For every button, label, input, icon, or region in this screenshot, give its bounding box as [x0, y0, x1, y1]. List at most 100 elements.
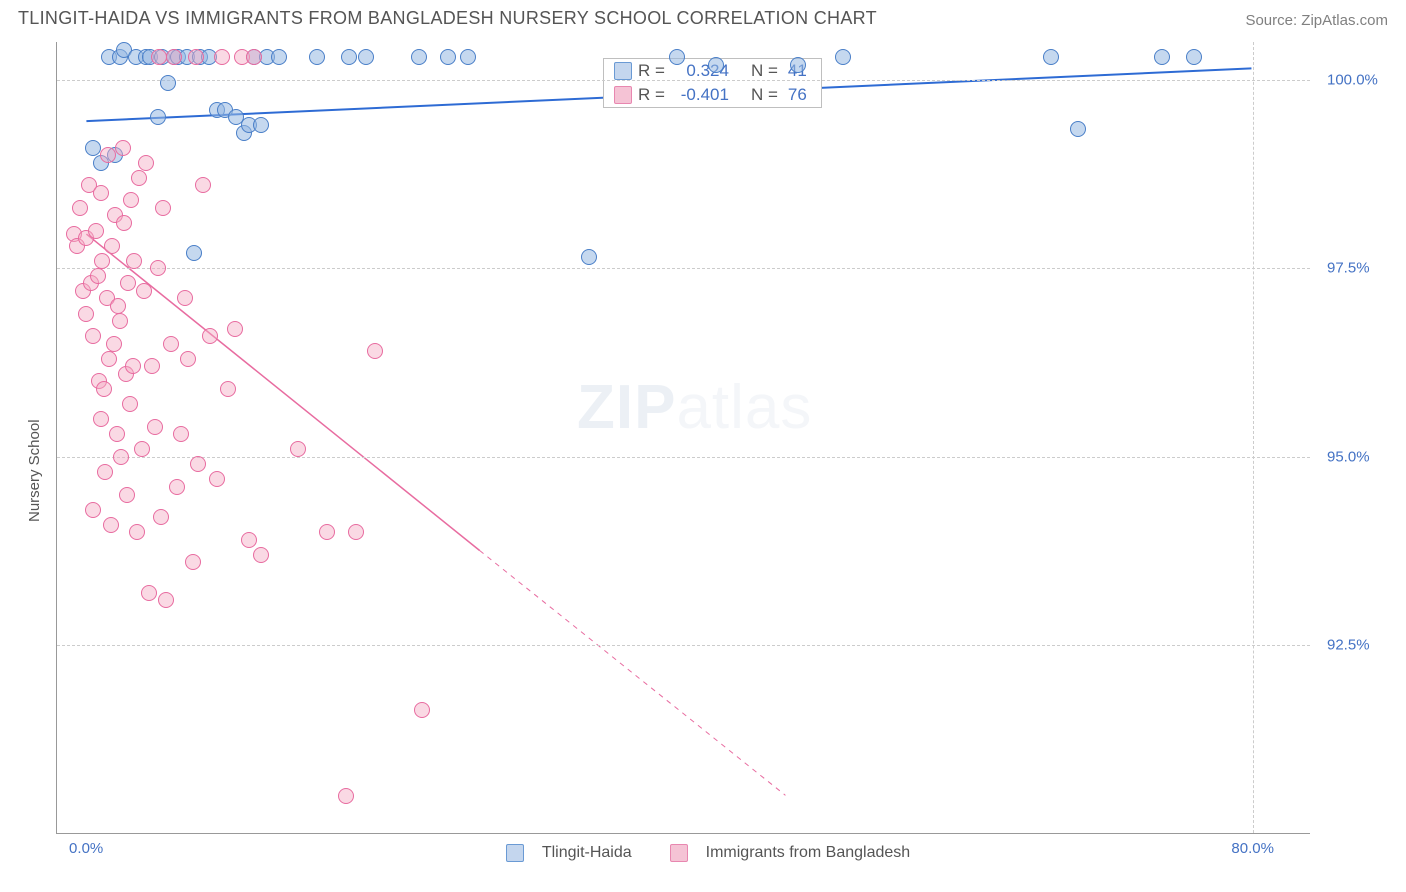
data-point	[177, 290, 193, 306]
data-point	[109, 426, 125, 442]
data-point	[188, 49, 204, 65]
trendline	[480, 551, 786, 796]
data-point	[94, 253, 110, 269]
data-point	[134, 441, 150, 457]
data-point	[122, 396, 138, 412]
data-point	[112, 313, 128, 329]
data-point	[246, 49, 262, 65]
data-point	[253, 117, 269, 133]
data-point	[1186, 49, 1202, 65]
data-point	[1154, 49, 1170, 65]
data-point	[116, 215, 132, 231]
data-point	[110, 298, 126, 314]
data-point	[120, 275, 136, 291]
data-point	[90, 268, 106, 284]
data-point	[185, 554, 201, 570]
r-label: R =	[638, 85, 665, 105]
data-point	[190, 456, 206, 472]
data-point	[72, 200, 88, 216]
data-point	[1070, 121, 1086, 137]
swatch-pink	[614, 86, 632, 104]
data-point	[141, 585, 157, 601]
data-point	[88, 223, 104, 239]
legend-label-pink: Immigrants from Bangladesh	[706, 844, 911, 862]
data-point	[202, 328, 218, 344]
stats-row-pink: R = -0.401 N = 76	[604, 83, 821, 107]
data-point	[100, 147, 116, 163]
data-point	[115, 140, 131, 156]
chart-container: Nursery School ZIPatlas R = 0.324 N = 41…	[28, 42, 1388, 860]
data-point	[173, 426, 189, 442]
data-point	[144, 358, 160, 374]
data-point	[147, 419, 163, 435]
data-point	[1043, 49, 1059, 65]
data-point	[125, 358, 141, 374]
data-point	[96, 381, 112, 397]
data-point	[348, 524, 364, 540]
legend-label-blue: Tlingit-Haida	[542, 844, 632, 862]
legend-swatch-blue	[506, 844, 524, 862]
data-point	[103, 517, 119, 533]
bottom-legend: Tlingit-Haida Immigrants from Bangladesh	[28, 844, 1388, 862]
data-point	[131, 170, 147, 186]
data-point	[790, 57, 806, 73]
data-point	[271, 49, 287, 65]
data-point	[253, 547, 269, 563]
data-point	[158, 592, 174, 608]
data-point	[241, 532, 257, 548]
data-point	[460, 49, 476, 65]
data-point	[104, 238, 120, 254]
data-point	[669, 49, 685, 65]
n-label: N =	[751, 85, 778, 105]
watermark-light: atlas	[676, 373, 812, 442]
watermark-bold: ZIP	[577, 373, 676, 442]
data-point	[163, 336, 179, 352]
data-point	[119, 487, 135, 503]
watermark: ZIPatlas	[577, 372, 812, 443]
data-point	[138, 155, 154, 171]
data-point	[126, 253, 142, 269]
gridline-v	[1253, 42, 1254, 833]
data-point	[106, 336, 122, 352]
y-tick-label: 100.0%	[1327, 71, 1378, 88]
data-point	[708, 57, 724, 73]
scatter-plot-area: ZIPatlas R = 0.324 N = 41 R = -0.401 N =…	[56, 42, 1310, 834]
data-point	[101, 351, 117, 367]
trendline	[86, 234, 479, 550]
r-value-pink: -0.401	[675, 85, 729, 105]
data-point	[319, 524, 335, 540]
data-point	[835, 49, 851, 65]
data-point	[136, 283, 152, 299]
gridline-h	[57, 268, 1310, 269]
data-point	[186, 245, 202, 261]
data-point	[220, 381, 236, 397]
data-point	[169, 479, 185, 495]
trendlines-svg	[57, 42, 1310, 833]
data-point	[195, 177, 211, 193]
data-point	[440, 49, 456, 65]
data-point	[411, 49, 427, 65]
n-label: N =	[751, 61, 778, 81]
data-point	[214, 49, 230, 65]
data-point	[338, 788, 354, 804]
data-point	[78, 306, 94, 322]
source-attribution: Source: ZipAtlas.com	[1245, 12, 1388, 29]
data-point	[309, 49, 325, 65]
data-point	[581, 249, 597, 265]
data-point	[166, 49, 182, 65]
swatch-blue	[614, 62, 632, 80]
data-point	[180, 351, 196, 367]
data-point	[113, 449, 129, 465]
data-point	[414, 702, 430, 718]
data-point	[123, 192, 139, 208]
data-point	[150, 109, 166, 125]
gridline-h	[57, 457, 1310, 458]
data-point	[85, 140, 101, 156]
data-point	[93, 411, 109, 427]
data-point	[97, 464, 113, 480]
y-axis-label: Nursery School	[26, 419, 43, 522]
gridline-h	[57, 645, 1310, 646]
y-tick-label: 92.5%	[1327, 637, 1370, 654]
data-point	[358, 49, 374, 65]
y-tick-label: 95.0%	[1327, 448, 1370, 465]
